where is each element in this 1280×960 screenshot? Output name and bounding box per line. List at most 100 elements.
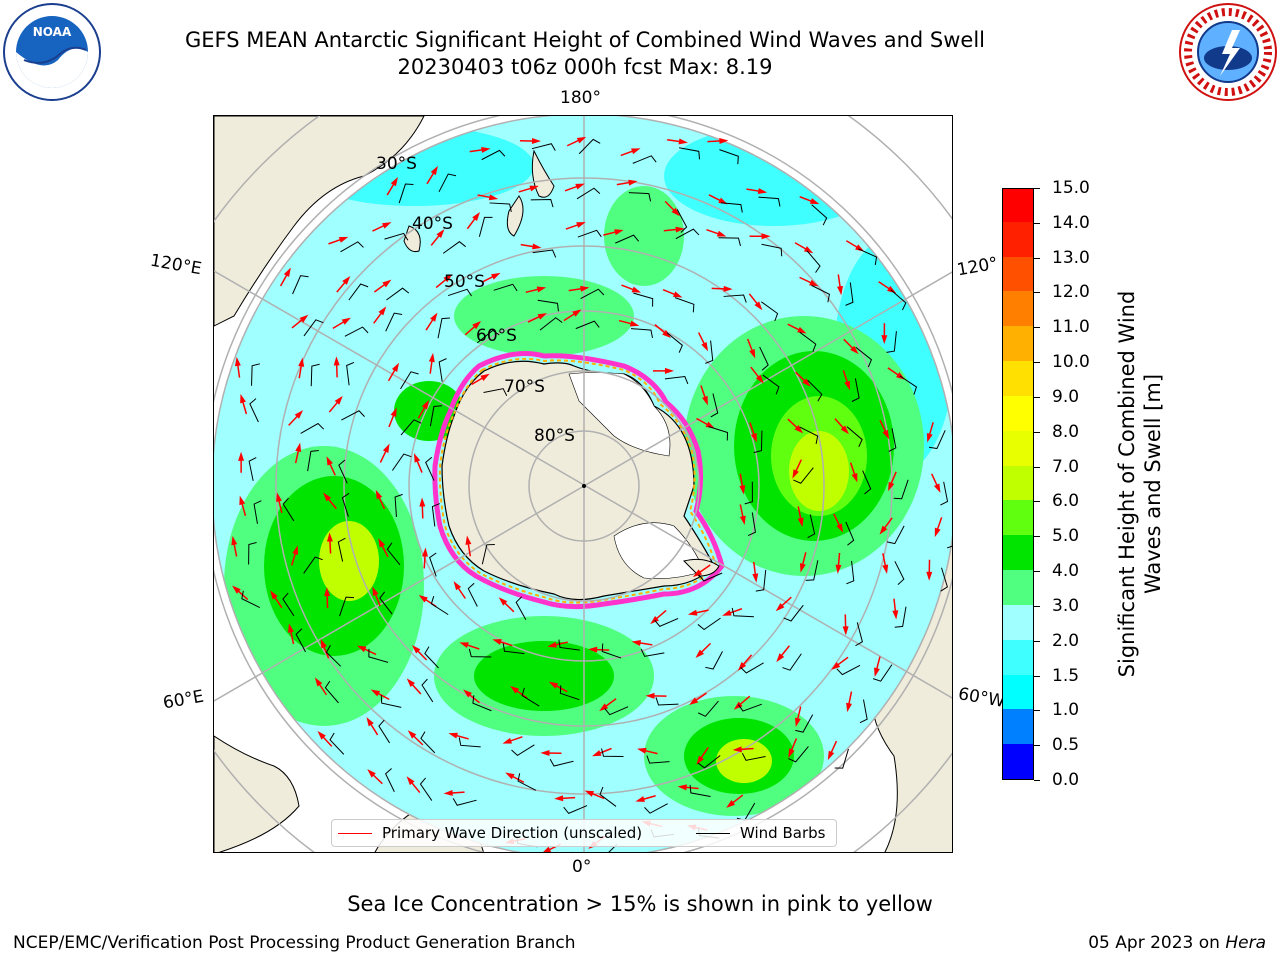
wave-arrow-head (554, 795, 564, 802)
wind-barb (378, 719, 391, 744)
colorbar-tick (1034, 571, 1040, 573)
wind-barb (599, 786, 617, 807)
wind-barb (438, 173, 457, 193)
barb-legend-label: Wind Barbs (740, 824, 826, 842)
colorbar-tick (1034, 710, 1040, 712)
wind-barb (761, 243, 783, 257)
south-pole (582, 484, 586, 488)
wave-arrow-head (453, 581, 462, 591)
wave-arrow-head (342, 276, 351, 285)
wave-arrow-head (797, 517, 804, 527)
colorbar-segment (1003, 465, 1033, 501)
wave-arrow-head (529, 185, 539, 192)
wave-arrow-head (809, 198, 820, 205)
wave-arrow-head (591, 750, 602, 757)
wind-barb (421, 678, 434, 703)
wave-arrow-head (840, 425, 849, 435)
wave-arrow-head (320, 638, 327, 649)
colorbar-segment (1003, 290, 1033, 327)
wind-barb (762, 374, 780, 395)
wind-barb (845, 521, 855, 546)
wind-barb (899, 375, 918, 395)
wind-barb (940, 567, 948, 592)
wave-arrow-head (588, 646, 598, 653)
wind-barb (380, 695, 402, 708)
wind-barb (846, 560, 855, 585)
wave-arrow-head (295, 442, 302, 453)
wind-barb (807, 379, 823, 402)
wave-arrow-head (881, 335, 888, 345)
wave-arrow-head (629, 320, 640, 327)
lon-label-0: 0° (572, 857, 592, 877)
colorbar-tick (1034, 362, 1040, 364)
wind-barb (710, 393, 719, 418)
wind-barb (386, 287, 410, 301)
wave-arrow-head (391, 362, 400, 372)
wind-barb (845, 282, 854, 306)
new-zealand (531, 149, 555, 198)
wave-arrow-head (390, 407, 397, 417)
wind-barb (483, 388, 508, 397)
map-panel[interactable]: 30°S 40°S 50°S 60°S 70°S 80°S Primary Wa… (213, 115, 953, 853)
wind-barb (539, 317, 563, 331)
wind-barb (872, 664, 893, 682)
wave-arrow-head (505, 772, 515, 780)
wind-barb (575, 320, 600, 330)
wind-barb (940, 481, 949, 506)
wave-arrow-head (407, 730, 417, 739)
wind-barb (654, 617, 679, 627)
wave-arrow-head (472, 211, 480, 221)
wave-arrow-head (283, 267, 291, 278)
wind-barb (578, 138, 601, 155)
wave-arrow-head (326, 532, 333, 542)
wave-arrow-head (540, 750, 550, 757)
wind-barb (805, 560, 819, 581)
wave-arrow-head (428, 352, 435, 363)
wave-arrow-head (716, 230, 727, 237)
wind-barb (576, 187, 601, 200)
wave-arrow-head (837, 285, 843, 296)
wind-barb (666, 332, 683, 353)
wave-arrow-head (390, 177, 398, 187)
noaa-logo: NOAA (3, 3, 101, 101)
wave-arrow-head (737, 662, 747, 671)
colorbar-segment (1003, 639, 1033, 675)
wind-barb (251, 363, 261, 386)
wave-arrow-head (465, 535, 472, 545)
wind-barb (241, 590, 260, 608)
wave-arrow-head (755, 374, 764, 384)
wave-arrow-head (491, 272, 501, 280)
wave-arrow-head (276, 492, 282, 502)
wind-barb (467, 582, 478, 607)
wind-barb (559, 685, 580, 701)
wind-barb (674, 297, 695, 313)
colorbar-tick-label: 8.0 (1052, 421, 1080, 442)
wave-arrow-head (298, 357, 305, 367)
colorbar-segment (1003, 674, 1033, 710)
wind-barb (740, 662, 764, 674)
wave-arrow-head (687, 609, 698, 616)
wind-barb (698, 572, 723, 582)
wave-arrow-head (333, 356, 340, 366)
wave-arrow-head (671, 207, 680, 217)
wind-barb (517, 773, 537, 791)
wind-barb (580, 288, 605, 300)
colorbar-tick (1034, 605, 1040, 607)
wave-arrow-head (270, 590, 278, 600)
wind-barb (493, 283, 518, 292)
wind-barb (419, 777, 433, 801)
colorbar-segment (1003, 221, 1033, 257)
wave-arrow-head (874, 667, 880, 677)
wave-arrow-head (430, 312, 438, 322)
colorbar-segment (1003, 256, 1033, 292)
wave-arrow-head (231, 535, 238, 546)
wind-barb (458, 737, 481, 748)
wind-barb (549, 758, 574, 767)
lat-label-70s: 70°S (504, 377, 545, 397)
wind-barb (676, 209, 688, 233)
wave-arrow-head (418, 595, 428, 603)
polar-map (214, 116, 952, 852)
colorbar-tick (1034, 396, 1040, 398)
wave-arrow-head (705, 421, 715, 429)
wave-arrow-head (411, 644, 421, 654)
